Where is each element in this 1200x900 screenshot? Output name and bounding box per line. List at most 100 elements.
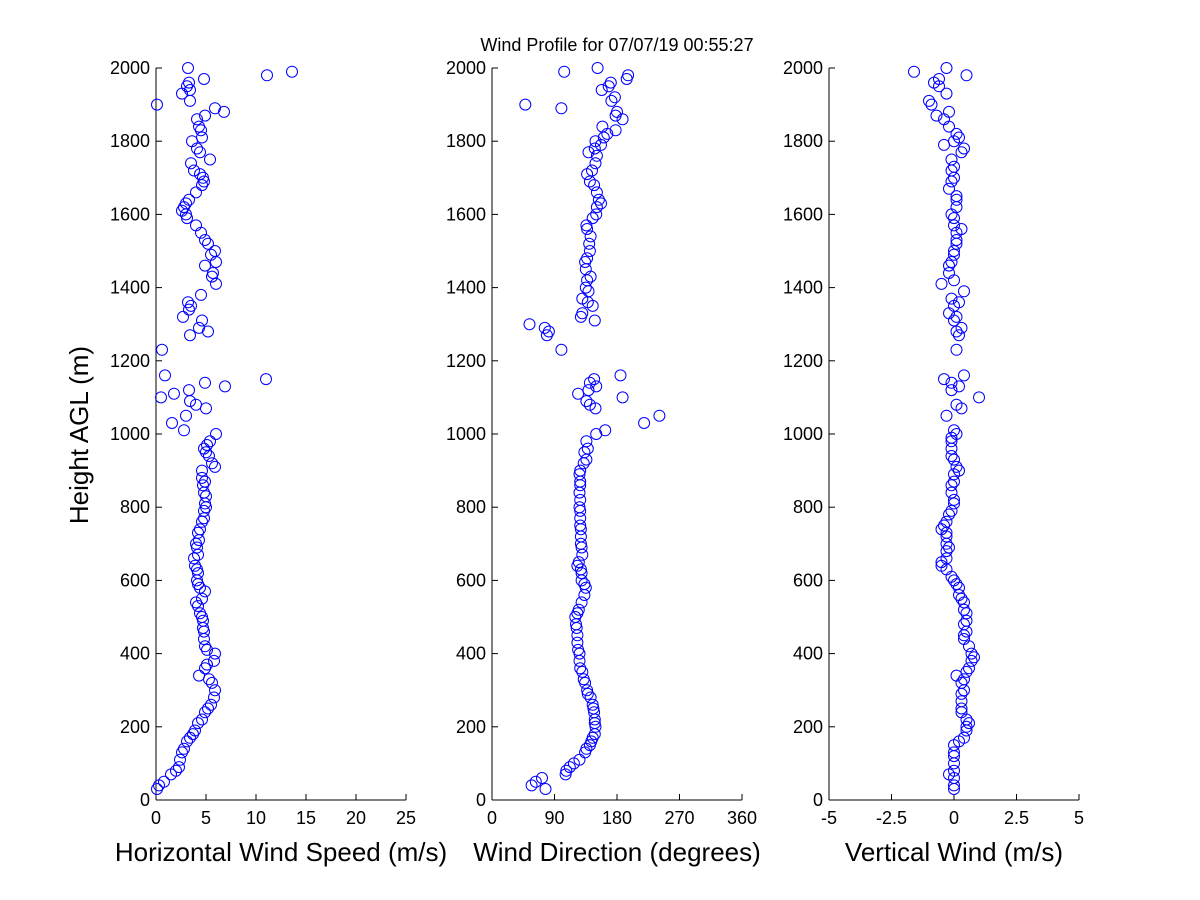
data-point bbox=[580, 435, 593, 448]
x-axis-label-vertical: Vertical Wind (m/s) bbox=[845, 837, 1063, 867]
data-point bbox=[572, 387, 585, 400]
data-point bbox=[588, 142, 601, 155]
data-point bbox=[199, 706, 211, 719]
x-tick-label: 180 bbox=[602, 808, 632, 828]
data-point bbox=[209, 245, 221, 257]
data-point bbox=[181, 735, 193, 748]
data-point bbox=[948, 493, 960, 506]
data-point bbox=[202, 237, 214, 250]
y-tick-label: 1600 bbox=[446, 204, 486, 224]
data-point bbox=[183, 193, 195, 206]
data-point bbox=[950, 428, 963, 440]
data-point bbox=[573, 468, 586, 481]
data-point bbox=[943, 267, 955, 279]
data-point bbox=[943, 508, 955, 521]
y-tick-label: 600 bbox=[456, 570, 486, 590]
data-point bbox=[908, 65, 920, 78]
data-point bbox=[575, 567, 588, 580]
x-tick-label: 90 bbox=[544, 808, 564, 828]
data-point bbox=[180, 197, 192, 210]
data-point bbox=[943, 105, 955, 118]
data-point bbox=[938, 519, 950, 532]
data-point bbox=[584, 230, 597, 243]
y-tick-label: 1400 bbox=[110, 278, 150, 298]
data-point bbox=[574, 563, 587, 576]
data-point bbox=[190, 219, 202, 232]
data-point bbox=[923, 94, 935, 107]
y-tick-label: 1400 bbox=[783, 278, 823, 298]
data-point bbox=[581, 687, 594, 700]
data-point bbox=[260, 373, 272, 386]
data-point bbox=[588, 706, 601, 719]
data-point bbox=[945, 504, 958, 517]
data-point bbox=[199, 109, 211, 122]
data-point bbox=[190, 186, 202, 199]
data-point bbox=[575, 596, 588, 609]
data-point bbox=[198, 73, 210, 85]
data-point bbox=[589, 135, 602, 148]
data-point bbox=[193, 669, 205, 682]
data-point bbox=[196, 131, 208, 144]
y-tick-label: 0 bbox=[476, 790, 486, 810]
data-point bbox=[155, 391, 167, 404]
data-point bbox=[173, 761, 185, 774]
data-point bbox=[194, 146, 206, 159]
data-point bbox=[536, 772, 548, 784]
data-point bbox=[202, 702, 214, 715]
x-tick-label: 0 bbox=[151, 808, 161, 828]
data-point bbox=[580, 219, 593, 232]
y-tick-label: 800 bbox=[456, 497, 486, 517]
data-point bbox=[963, 662, 975, 675]
data-point bbox=[574, 464, 587, 477]
data-point bbox=[170, 764, 182, 777]
data-point bbox=[945, 153, 958, 166]
x-tick-label: 360 bbox=[727, 808, 757, 828]
data-point bbox=[574, 493, 587, 506]
data-point bbox=[948, 475, 960, 488]
data-point bbox=[581, 684, 594, 697]
data-point bbox=[195, 288, 207, 301]
data-point bbox=[558, 65, 571, 78]
data-point bbox=[950, 460, 963, 473]
data-point bbox=[958, 369, 970, 382]
data-point bbox=[201, 439, 213, 451]
data-point bbox=[604, 76, 617, 89]
data-point bbox=[938, 373, 950, 386]
data-point bbox=[207, 267, 219, 279]
data-point bbox=[948, 219, 960, 232]
data-point bbox=[945, 292, 958, 305]
y-tick-label: 0 bbox=[140, 790, 150, 810]
data-point bbox=[194, 523, 206, 536]
data-point bbox=[948, 245, 960, 257]
x-axis-label-speed: Horizontal Wind Speed (m/s) bbox=[115, 837, 447, 867]
data-point bbox=[958, 618, 970, 631]
data-point bbox=[192, 717, 204, 730]
data-point bbox=[194, 168, 206, 181]
y-tick-label: 0 bbox=[813, 790, 823, 810]
data-point bbox=[205, 248, 217, 261]
data-point bbox=[933, 73, 945, 85]
data-point bbox=[523, 318, 536, 331]
data-point bbox=[950, 310, 963, 323]
data-point bbox=[538, 321, 551, 334]
data-point bbox=[948, 746, 960, 759]
data-point bbox=[958, 633, 970, 645]
x-tick-label: 0 bbox=[949, 808, 959, 828]
data-point bbox=[588, 179, 601, 192]
data-point bbox=[574, 519, 587, 532]
data-point bbox=[965, 647, 978, 660]
data-point bbox=[198, 442, 210, 455]
data-point bbox=[196, 471, 208, 484]
data-point bbox=[209, 647, 221, 660]
data-point bbox=[205, 698, 217, 711]
data-point bbox=[168, 387, 180, 400]
data-point bbox=[590, 380, 603, 393]
y-tick-label: 2000 bbox=[446, 58, 486, 78]
data-point bbox=[579, 281, 592, 294]
data-point bbox=[555, 343, 568, 356]
data-point bbox=[950, 398, 963, 411]
data-point bbox=[156, 343, 168, 356]
data-point bbox=[953, 464, 965, 477]
data-point bbox=[948, 453, 960, 466]
